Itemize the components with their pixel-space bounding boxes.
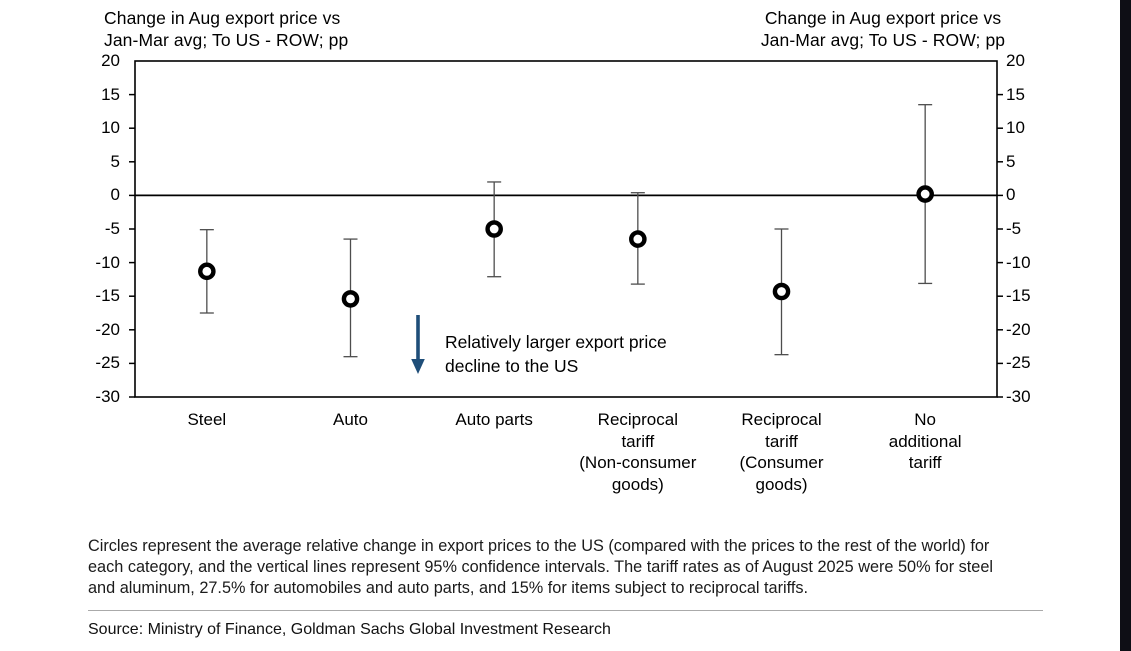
y-axis-tick-label-right: 0 [1006, 185, 1016, 205]
x-axis-category-label: Reciprocal tariff (Non-consumer goods) [579, 410, 697, 494]
footnote-line: and aluminum, 27.5% for automobiles and … [88, 579, 809, 597]
y-axis-tick-label-left: 10 [101, 118, 120, 138]
footnote: Circles represent the average relative c… [88, 536, 1058, 599]
y-axis-tick-label-right: -20 [1006, 319, 1031, 339]
y-axis-tick-label-left: 0 [110, 185, 120, 205]
divider-line [88, 610, 1043, 611]
data-point-circle [341, 290, 360, 308]
export-price-chart-plot [129, 60, 1003, 398]
x-axis-category-label: Auto parts [455, 410, 533, 429]
x-axis-category-label: No additional tariff [888, 410, 962, 472]
y-axis-tick-label-right: 10 [1006, 118, 1025, 138]
chart-title-left: Change in Aug export price vs Jan-Mar av… [104, 8, 349, 50]
source-line: Source: Ministry of Finance, Goldman Sac… [88, 621, 611, 638]
x-axis-category-label: Reciprocal tariff (Consumer goods) [739, 410, 824, 494]
y-axis-tick-label-right: 5 [1006, 151, 1016, 171]
y-axis-tick-label-right: -25 [1006, 353, 1031, 373]
chart-title-right: Change in Aug export price vs Jan-Mar av… [760, 8, 1006, 50]
data-point-circle [629, 230, 647, 248]
y-axis-tick-label-left: 20 [101, 51, 120, 70]
y-axis-tick-label-right: 20 [1006, 51, 1025, 70]
y-axis-tick-label-left: -20 [95, 319, 120, 339]
right-edge-bar [1120, 0, 1131, 651]
y-axis-tick-label-right: -15 [1006, 286, 1031, 306]
x-axis-category-label: Steel [187, 410, 227, 429]
y-axis-tick-label-right: -10 [1006, 252, 1031, 272]
y-axis-tick-label-left: 5 [110, 151, 120, 171]
y-axis-tick-label-left: -10 [95, 252, 120, 272]
y-axis-tick-label-left: -15 [95, 286, 120, 306]
data-point-circle [485, 220, 503, 238]
y-axis-tick-label-right: 15 [1006, 84, 1025, 104]
x-axis-category-label: Auto [333, 410, 368, 429]
down-arrow-head-icon [411, 359, 425, 374]
data-point-circle [772, 282, 791, 301]
footnote-line: Circles represent the average relative c… [88, 537, 990, 555]
y-axis-tick-label-right: -30 [1006, 387, 1031, 406]
footnote-line: each category, and the vertical lines re… [88, 558, 994, 576]
data-point-circle [916, 185, 934, 203]
y-axis-tick-label-right: -5 [1006, 219, 1022, 238]
y-axis-tick-label-left: -30 [95, 387, 120, 406]
annotation-text: Relatively larger export price decline t… [445, 332, 667, 376]
y-axis-tick-label-left: -25 [95, 353, 120, 373]
data-point-circle [198, 262, 216, 281]
y-axis-tick-label-left: 15 [101, 84, 120, 104]
y-axis-tick-label-left: -5 [104, 219, 120, 238]
